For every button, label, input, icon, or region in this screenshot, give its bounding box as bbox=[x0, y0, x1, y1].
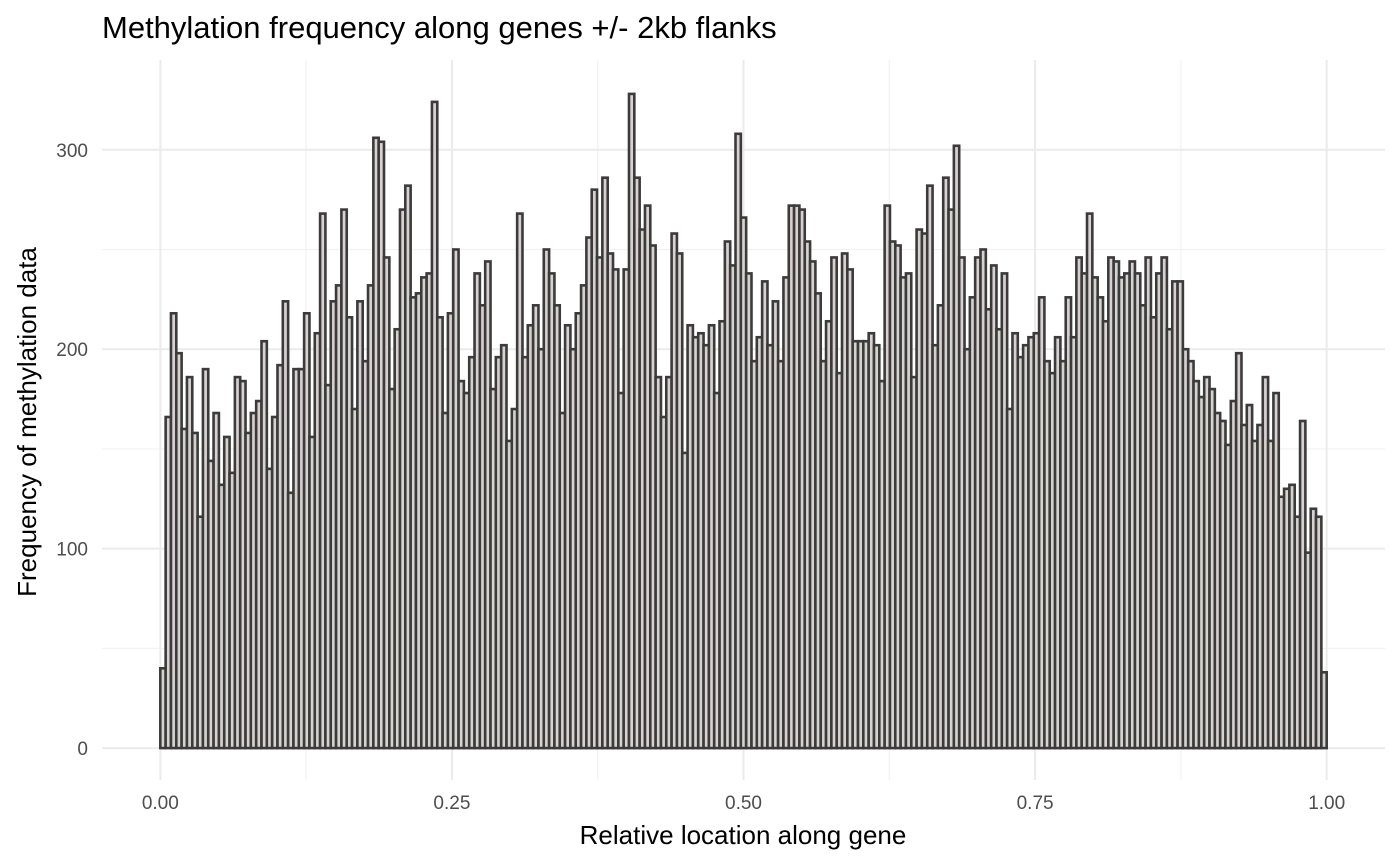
x-tick-label: 0.25 bbox=[433, 793, 470, 814]
bars bbox=[159, 92, 1328, 750]
y-tick-label: 100 bbox=[56, 540, 88, 561]
histogram-bar bbox=[1314, 515, 1323, 750]
chart-title: Methylation frequency along genes +/- 2k… bbox=[102, 10, 777, 45]
tick-labels: 0.00 0.25 0.50 0.75 1.00 0 100 200 300 bbox=[56, 141, 1345, 814]
x-tick-label: 0.00 bbox=[142, 793, 179, 814]
y-tick-label: 300 bbox=[56, 141, 88, 162]
y-axis-label: Frequency of methylation data bbox=[12, 247, 42, 597]
x-axis-label: Relative location along gene bbox=[580, 820, 907, 850]
y-tick-label: 0 bbox=[77, 739, 88, 760]
x-tick-label: 1.00 bbox=[1308, 793, 1345, 814]
x-tick-label: 0.75 bbox=[1017, 793, 1054, 814]
histogram-bar bbox=[1320, 670, 1328, 750]
y-tick-label: 200 bbox=[56, 340, 88, 361]
x-tick-label: 0.50 bbox=[725, 793, 762, 814]
